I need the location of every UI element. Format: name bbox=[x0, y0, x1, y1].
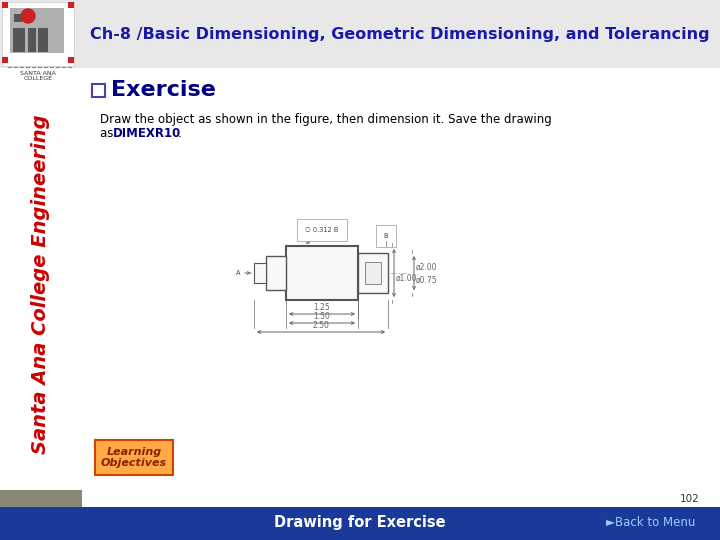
Text: DIMEXR10: DIMEXR10 bbox=[113, 127, 181, 140]
FancyBboxPatch shape bbox=[365, 262, 381, 284]
Text: COLLEGE: COLLEGE bbox=[24, 76, 53, 81]
Text: ø1.00: ø1.00 bbox=[396, 273, 418, 282]
Text: ø2.00: ø2.00 bbox=[416, 262, 438, 272]
FancyBboxPatch shape bbox=[266, 256, 286, 290]
Text: 1.25: 1.25 bbox=[314, 303, 330, 312]
Circle shape bbox=[21, 9, 35, 23]
Text: Learning
Objectives: Learning Objectives bbox=[101, 447, 167, 468]
Text: ►Back to Menu: ►Back to Menu bbox=[606, 516, 695, 530]
Text: 102: 102 bbox=[680, 494, 700, 504]
FancyBboxPatch shape bbox=[2, 2, 8, 8]
FancyBboxPatch shape bbox=[0, 490, 82, 540]
FancyBboxPatch shape bbox=[254, 263, 266, 283]
FancyBboxPatch shape bbox=[92, 84, 105, 97]
Text: ø0.75: ø0.75 bbox=[416, 275, 438, 285]
FancyBboxPatch shape bbox=[0, 507, 720, 540]
FancyBboxPatch shape bbox=[28, 28, 36, 52]
FancyBboxPatch shape bbox=[10, 8, 64, 53]
FancyBboxPatch shape bbox=[14, 14, 22, 22]
Text: Drawing for Exercise: Drawing for Exercise bbox=[274, 516, 446, 530]
Text: B: B bbox=[384, 233, 388, 239]
Text: SANTA ANA: SANTA ANA bbox=[20, 71, 56, 76]
FancyBboxPatch shape bbox=[0, 68, 82, 500]
FancyBboxPatch shape bbox=[68, 2, 74, 8]
Text: Ch-8 /Basic Dimensioning, Geometric Dimensioning, and Tolerancing: Ch-8 /Basic Dimensioning, Geometric Dime… bbox=[90, 26, 710, 42]
Text: .: . bbox=[178, 127, 181, 140]
FancyBboxPatch shape bbox=[2, 2, 74, 66]
FancyBboxPatch shape bbox=[0, 0, 720, 68]
Text: 1.50: 1.50 bbox=[314, 312, 330, 321]
FancyBboxPatch shape bbox=[13, 28, 25, 52]
FancyBboxPatch shape bbox=[95, 440, 173, 475]
FancyBboxPatch shape bbox=[2, 57, 8, 63]
Text: A: A bbox=[235, 270, 240, 276]
FancyBboxPatch shape bbox=[358, 253, 388, 293]
Text: 2.50: 2.50 bbox=[312, 321, 330, 330]
Text: Exercise: Exercise bbox=[111, 80, 216, 100]
FancyBboxPatch shape bbox=[68, 57, 74, 63]
FancyBboxPatch shape bbox=[38, 28, 48, 52]
Text: Draw the object as shown in the figure, then dimension it. Save the drawing: Draw the object as shown in the figure, … bbox=[100, 113, 552, 126]
Text: as: as bbox=[100, 127, 117, 140]
Text: Santa Ana College Engineering: Santa Ana College Engineering bbox=[32, 114, 50, 454]
Text: ∅ 0.312 B: ∅ 0.312 B bbox=[305, 227, 338, 233]
FancyBboxPatch shape bbox=[286, 246, 358, 300]
